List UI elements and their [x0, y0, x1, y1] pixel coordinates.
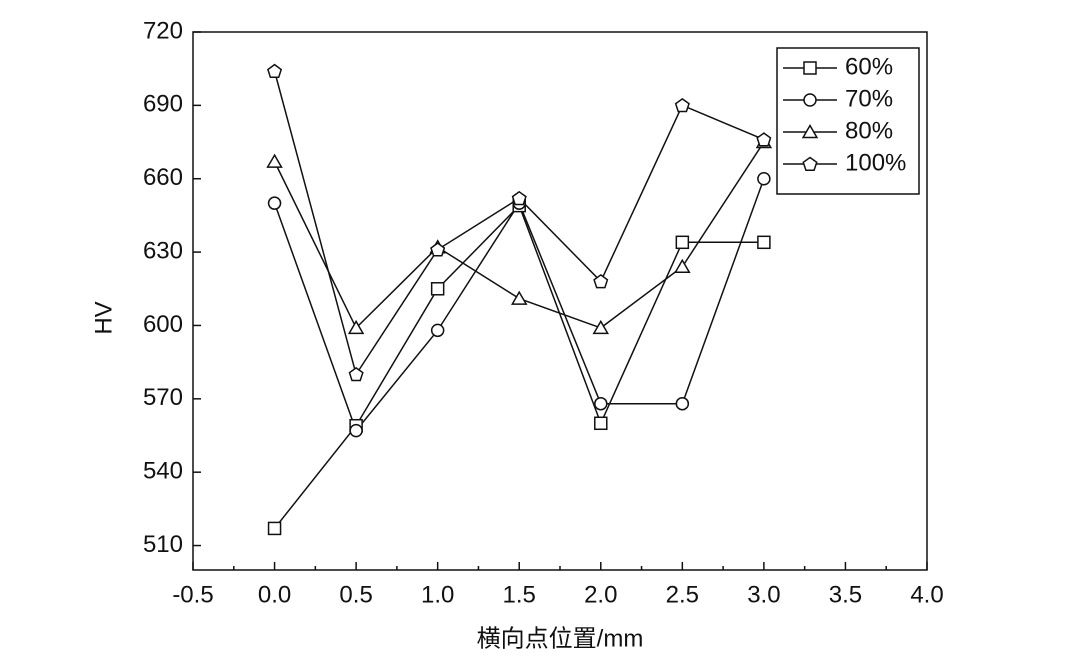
y-tick-label: 510: [143, 531, 183, 558]
series-line: [273, 70, 765, 377]
marker: [349, 423, 363, 438]
x-tick-label: 0.5: [339, 581, 372, 608]
marker: [594, 416, 608, 431]
marker: [594, 396, 608, 411]
marker: [266, 153, 283, 168]
x-tick-label: 1.5: [503, 581, 536, 608]
marker: [674, 258, 691, 274]
marker: [267, 521, 282, 536]
x-tick-label: -0.5: [172, 581, 213, 608]
x-tick-label: 3.0: [747, 581, 780, 608]
legend-label: 80%: [845, 117, 893, 144]
marker: [267, 196, 282, 210]
marker: [267, 63, 283, 79]
marker: [756, 132, 772, 147]
y-tick-label: 540: [143, 458, 183, 485]
legend-marker: [802, 156, 818, 171]
marker: [593, 273, 609, 289]
legend-label: 100%: [845, 149, 906, 176]
y-tick-label: 690: [143, 91, 183, 118]
marker: [675, 235, 690, 250]
marker: [430, 242, 446, 257]
legend-box: [776, 47, 920, 195]
marker: [511, 290, 528, 305]
x-tick-label: 2.5: [666, 581, 699, 608]
y-tick-label: 630: [143, 237, 183, 264]
legend-marker: [803, 61, 817, 75]
x-tick-label: 0.0: [258, 581, 291, 608]
x-tick-label: 3.5: [829, 581, 862, 608]
legend-label: 70%: [845, 85, 893, 112]
marker: [511, 190, 527, 206]
marker: [674, 97, 690, 113]
x-axis-label: 横向点位置/mm: [477, 625, 644, 652]
legend-marker: [803, 93, 817, 107]
marker: [675, 396, 690, 411]
marker: [430, 323, 445, 338]
x-tick-label: 1.0: [421, 581, 454, 608]
y-tick-label: 600: [143, 311, 183, 338]
y-tick-label: 570: [143, 384, 183, 411]
marker: [592, 319, 609, 335]
marker: [757, 171, 771, 186]
marker: [757, 235, 771, 250]
x-tick-label: 2.0: [584, 581, 617, 608]
y-tick-label: 720: [143, 17, 183, 44]
y-tick-label: 660: [143, 164, 183, 191]
y-axis-label: HV: [90, 301, 117, 334]
legend-marker: [801, 123, 819, 139]
x-tick-label: 4.0: [910, 581, 943, 608]
legend-label: 60%: [845, 53, 893, 80]
marker: [430, 282, 445, 296]
marker: [348, 366, 364, 382]
marker: [347, 319, 365, 335]
